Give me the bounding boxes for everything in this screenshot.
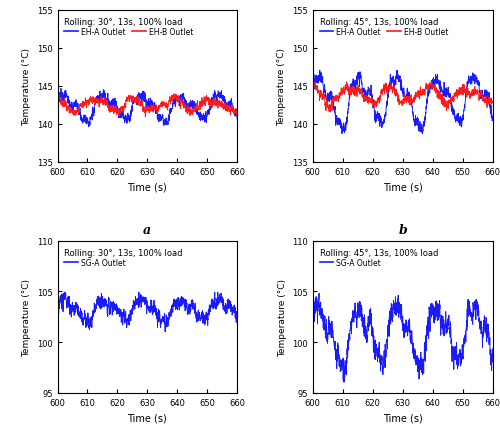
SG-A Outlet [153, 310, 159, 315]
SG-A Outlet [115, 311, 121, 316]
EH-A Outlet [149, 105, 155, 111]
EH-B Outlet [115, 108, 121, 114]
EH-B Outlet [404, 99, 410, 105]
X-axis label: Time (s): Time (s) [128, 412, 168, 422]
Line: SG-A Outlet: SG-A Outlet [58, 293, 238, 332]
EH-B Outlet [55, 92, 61, 97]
EH-B Outlet [370, 102, 376, 108]
Legend: SG-A Outlet: SG-A Outlet [316, 245, 441, 270]
EH-A Outlet [54, 92, 60, 98]
EH-A Outlet [370, 103, 376, 108]
EH-A Outlet [78, 117, 84, 122]
EH-A Outlet [340, 124, 346, 129]
SG-A Outlet [234, 314, 240, 319]
EH-A Outlet [310, 77, 316, 82]
Line: SG-A Outlet: SG-A Outlet [312, 293, 492, 382]
EH-B Outlet [142, 115, 148, 120]
EH-B Outlet [334, 96, 340, 102]
EH-B Outlet [149, 106, 155, 111]
SG-A Outlet [62, 290, 68, 295]
Legend: EH-A Outlet, EH-B Outlet: EH-A Outlet, EH-B Outlet [316, 15, 452, 40]
EH-A Outlet [334, 114, 340, 119]
SG-A Outlet [162, 329, 168, 335]
Text: a: a [144, 223, 152, 236]
SG-A Outlet [388, 317, 394, 322]
EH-A Outlet [408, 102, 414, 107]
EH-A Outlet [388, 76, 394, 82]
EH-B Outlet [388, 83, 394, 89]
EH-A Outlet [85, 121, 91, 126]
SG-A Outlet [341, 380, 347, 385]
EH-B Outlet [54, 95, 60, 101]
SG-A Outlet [404, 326, 410, 331]
EH-A Outlet [116, 112, 121, 118]
EH-B Outlet [428, 79, 434, 85]
SG-A Outlet [54, 296, 60, 301]
Line: EH-A Outlet: EH-A Outlet [58, 89, 238, 128]
SG-A Outlet [316, 291, 322, 296]
EH-B Outlet [408, 93, 414, 98]
EH-A Outlet [420, 132, 426, 137]
EH-A Outlet [404, 86, 410, 92]
Legend: EH-A Outlet, EH-B Outlet: EH-A Outlet, EH-B Outlet [62, 15, 196, 40]
SG-A Outlet [149, 308, 155, 313]
Y-axis label: Temperature (°C): Temperature (°C) [278, 48, 286, 125]
EH-A Outlet [133, 98, 139, 103]
EH-A Outlet [490, 118, 496, 123]
EH-B Outlet [490, 99, 496, 105]
EH-B Outlet [132, 96, 138, 101]
EH-B Outlet [153, 104, 159, 109]
Y-axis label: Temperature (°C): Temperature (°C) [22, 278, 32, 356]
X-axis label: Time (s): Time (s) [128, 182, 168, 192]
SG-A Outlet [310, 304, 316, 309]
EH-A Outlet [234, 118, 240, 123]
EH-B Outlet [85, 100, 91, 105]
Line: EH-A Outlet: EH-A Outlet [312, 71, 492, 135]
SG-A Outlet [78, 319, 84, 325]
EH-B Outlet [340, 91, 346, 96]
SG-A Outlet [132, 300, 138, 306]
EH-A Outlet [317, 69, 323, 74]
EH-B Outlet [78, 104, 84, 109]
SG-A Outlet [334, 366, 340, 371]
Y-axis label: Temperature (°C): Temperature (°C) [22, 48, 31, 125]
Y-axis label: Temperature (°C): Temperature (°C) [278, 278, 286, 356]
SG-A Outlet [340, 378, 346, 383]
EH-B Outlet [310, 87, 316, 92]
EH-A Outlet [86, 125, 91, 130]
SG-A Outlet [490, 359, 496, 365]
SG-A Outlet [370, 348, 376, 353]
Legend: SG-A Outlet: SG-A Outlet [62, 245, 186, 270]
X-axis label: Time (s): Time (s) [382, 412, 422, 422]
EH-A Outlet [153, 104, 159, 109]
EH-B Outlet [234, 111, 240, 116]
X-axis label: Time (s): Time (s) [382, 182, 422, 192]
EH-B Outlet [328, 110, 334, 115]
SG-A Outlet [85, 311, 91, 316]
Line: EH-B Outlet: EH-B Outlet [58, 94, 238, 118]
SG-A Outlet [408, 336, 414, 341]
Line: EH-B Outlet: EH-B Outlet [312, 82, 492, 113]
Text: b: b [398, 223, 407, 236]
EH-A Outlet [58, 86, 64, 92]
